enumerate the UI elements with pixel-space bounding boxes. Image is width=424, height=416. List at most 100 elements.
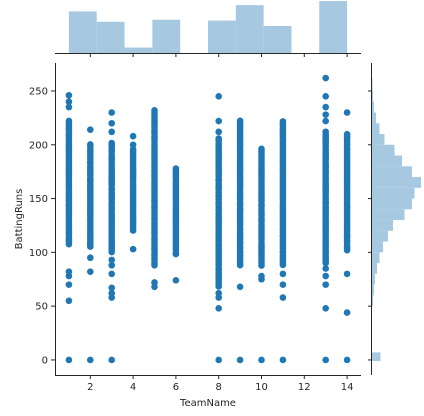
- right-histogram-bar: [372, 230, 388, 242]
- scatter-point: [343, 130, 351, 138]
- scatter-point: [151, 279, 158, 286]
- top-histogram-bar: [319, 1, 348, 53]
- scatter-point: [322, 74, 329, 82]
- x-tick-label: 10: [255, 382, 268, 393]
- right-histogram-bar: [372, 263, 377, 274]
- scatter-point: [236, 117, 244, 125]
- scatter-point: [343, 270, 351, 278]
- right-histogram-bar: [372, 273, 375, 285]
- top-marginal-histogram: [55, 1, 361, 54]
- scatter-point: [87, 141, 94, 148]
- scatter-point: [215, 356, 222, 364]
- scatter-point: [65, 91, 73, 99]
- scatter-point: [215, 304, 222, 312]
- scatter-point: [322, 111, 329, 118]
- scatter-points: [65, 74, 351, 364]
- scatter-point: [108, 270, 116, 278]
- scatter-point: [215, 135, 222, 142]
- scatter-point: [87, 126, 94, 134]
- right-histogram-bar: [372, 209, 405, 221]
- scatter-point: [236, 356, 244, 364]
- x-axis-label: TeamName: [179, 398, 236, 409]
- right-histogram-bar: [372, 101, 374, 113]
- scatter-point: [279, 294, 287, 301]
- scatter-point: [172, 165, 180, 172]
- y-tick-label: 150: [29, 194, 48, 205]
- y-tick-label: 100: [29, 248, 48, 259]
- scatter-point: [87, 254, 94, 262]
- scatter-point: [258, 356, 265, 364]
- scatter-point: [108, 284, 116, 292]
- right-histogram-bar: [372, 220, 393, 231]
- right-histogram-bar: [372, 166, 412, 178]
- scatter-point: [322, 117, 329, 125]
- top-histogram-bar: [235, 5, 264, 53]
- scatter-point: [108, 128, 116, 136]
- right-histogram-bar: [372, 123, 380, 135]
- scatter-point: [108, 289, 116, 297]
- right-histogram-bar: [372, 155, 402, 167]
- right-histogram-bar: [372, 90, 373, 102]
- x-tick-label: 6: [173, 382, 179, 393]
- scatter-point: [215, 128, 222, 136]
- scatter-point: [236, 283, 244, 291]
- y-tick-label: 0: [42, 355, 48, 366]
- x-tick-label: 12: [298, 382, 311, 393]
- y-axis-label: BattingRuns: [14, 189, 25, 250]
- right-histogram-bar: [372, 295, 373, 307]
- scatter-point: [172, 277, 180, 284]
- top-histogram-bar: [124, 47, 153, 53]
- right-histogram-bar: [372, 198, 412, 210]
- scatter-point: [65, 98, 73, 106]
- scatter-point: [343, 109, 351, 116]
- scatter-point: [279, 118, 287, 125]
- scatter-point: [108, 119, 116, 127]
- scatter-point: [322, 304, 329, 312]
- scatter-point: [322, 265, 329, 272]
- right-histogram-bar: [372, 134, 385, 145]
- scatter-point: [322, 272, 329, 280]
- right-histogram-bar: [372, 241, 383, 253]
- scatter-point: [343, 356, 351, 364]
- right-histogram-bar: [372, 112, 376, 124]
- scatter-point: [108, 261, 116, 269]
- scatter-point: [215, 93, 222, 100]
- scatter-point: [129, 141, 137, 149]
- scatter-point: [65, 297, 73, 305]
- scatter-point: [322, 93, 329, 100]
- y-tick-label: 250: [29, 86, 48, 97]
- right-histogram-bar: [372, 187, 415, 199]
- scatter-point: [87, 356, 94, 364]
- top-histogram-bar: [152, 19, 181, 53]
- axes: [55, 63, 361, 376]
- top-histogram-bar: [96, 21, 125, 53]
- scatter-point: [108, 356, 116, 364]
- scatter-point: [151, 107, 158, 114]
- scatter-point: [129, 146, 137, 153]
- right-histogram-bar: [372, 78, 373, 91]
- scatter-point: [322, 356, 329, 364]
- right-histogram-bar: [372, 177, 421, 188]
- top-histogram-bar: [68, 11, 97, 53]
- scatter-point: [258, 272, 265, 280]
- scatter-point: [65, 103, 73, 111]
- scatter-point: [65, 281, 73, 288]
- x-tick-label: 4: [130, 382, 136, 393]
- scatter-point: [279, 356, 287, 364]
- x-tick-label: 2: [87, 382, 93, 393]
- scatter-point: [108, 256, 116, 264]
- scatter-point: [215, 117, 222, 125]
- scatter-point: [279, 270, 287, 278]
- scatter-point: [322, 281, 329, 288]
- top-histogram-bar: [263, 25, 292, 53]
- scatter-point: [279, 281, 287, 288]
- x-tick-label: 8: [216, 382, 222, 393]
- tick-marks: 2 4 6 8 10 12 14 0 50 100 150 200 250: [29, 53, 372, 393]
- scatter-point: [87, 268, 94, 276]
- y-tick-label: 50: [35, 302, 48, 313]
- right-histogram-bar: [372, 144, 395, 156]
- y-tick-label: 200: [29, 140, 48, 151]
- scatter-point: [343, 309, 351, 316]
- scatter-point: [129, 245, 137, 253]
